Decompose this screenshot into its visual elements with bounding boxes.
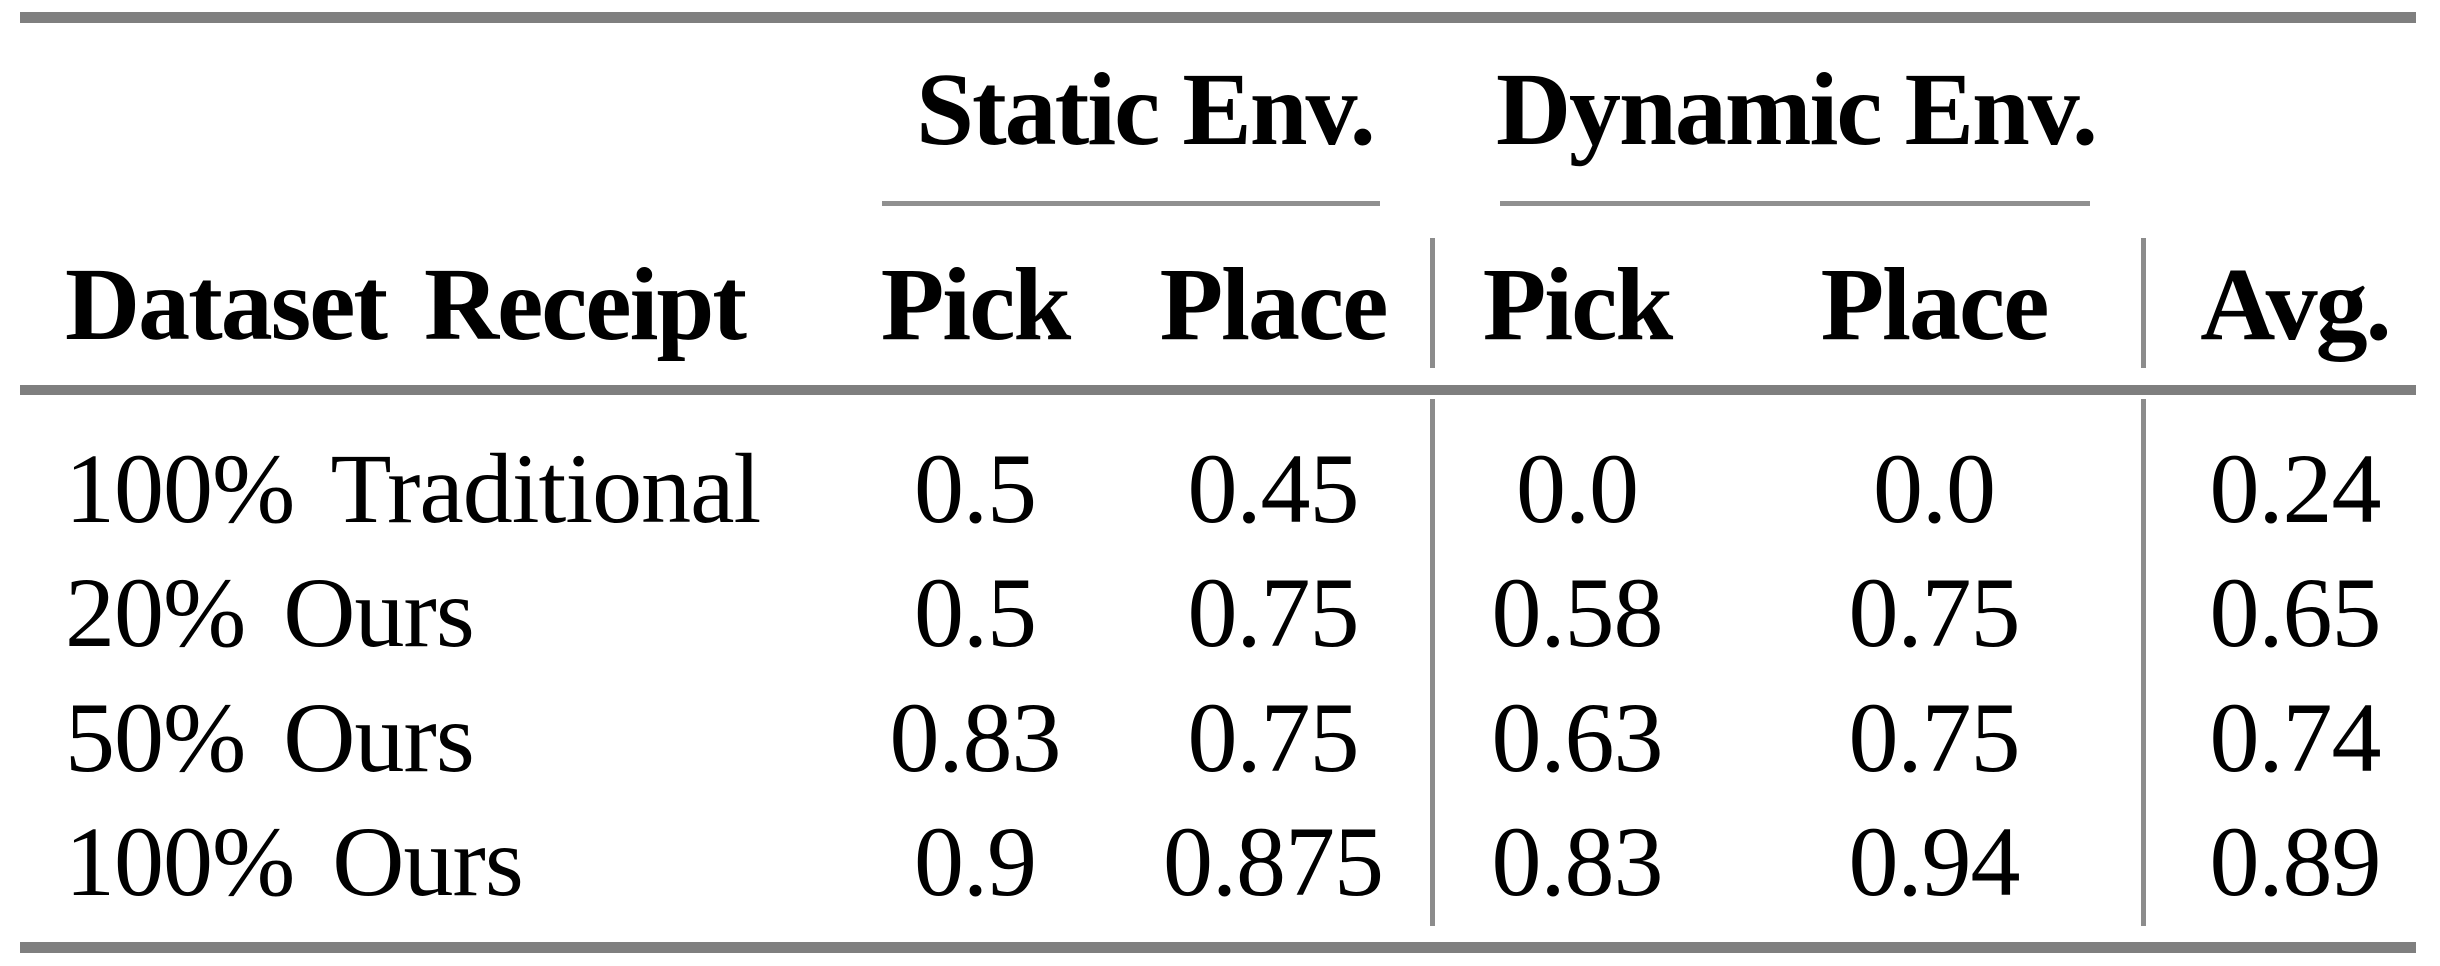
- cell-dynamic-pick: 0.83: [1491, 806, 1664, 917]
- vertical-separator-dynamic-avg-header: [2141, 238, 2146, 368]
- cell-avg: 0.24: [2209, 433, 2382, 544]
- cell-dataset-receipt: 50% Ours: [65, 682, 475, 793]
- column-header-avg: Avg.: [2200, 247, 2391, 362]
- vertical-separator-dynamic-avg-body: [2141, 399, 2146, 926]
- cell-static-pick: 0.9: [914, 806, 1037, 917]
- column-header-dataset-receipt: Dataset Receipt: [65, 247, 747, 362]
- table-bottom-rule: [20, 942, 2416, 953]
- column-group-header-static-env: Static Env.: [916, 52, 1376, 167]
- cell-static-pick: 0.5: [914, 557, 1037, 668]
- cell-static-pick: 0.5: [914, 433, 1037, 544]
- cell-dynamic-place: 0.75: [1848, 682, 2021, 793]
- cell-dynamic-pick: 0.63: [1491, 682, 1664, 793]
- cell-dynamic-pick: 0.0: [1516, 433, 1639, 544]
- cmidrule-dynamic-env: [1500, 201, 2090, 206]
- cell-dynamic-place: 0.0: [1873, 433, 1996, 544]
- cell-static-place: 0.45: [1187, 433, 1360, 544]
- cell-avg: 0.89: [2209, 806, 2382, 917]
- cell-dynamic-pick: 0.58: [1491, 557, 1664, 668]
- cell-static-place: 0.875: [1163, 806, 1384, 917]
- column-header-static-pick: Pick: [880, 247, 1071, 362]
- cell-avg: 0.74: [2209, 682, 2382, 793]
- cell-dataset-receipt: 100% Ours: [65, 806, 524, 917]
- vertical-separator-static-dynamic-header: [1430, 238, 1435, 368]
- cell-static-place: 0.75: [1187, 682, 1360, 793]
- table-mid-rule: [20, 385, 2416, 395]
- cell-dataset-receipt: 100% Traditional: [65, 433, 761, 544]
- cmidrule-static-env: [882, 201, 1380, 206]
- column-group-header-dynamic-env: Dynamic Env.: [1495, 52, 2098, 167]
- cell-avg: 0.65: [2209, 557, 2382, 668]
- cell-dataset-receipt: 20% Ours: [65, 557, 475, 668]
- cell-dynamic-place: 0.94: [1848, 806, 2021, 917]
- cell-dynamic-place: 0.75: [1848, 557, 2021, 668]
- column-header-dynamic-place: Place: [1820, 247, 2050, 362]
- cell-static-place: 0.75: [1187, 557, 1360, 668]
- column-header-dynamic-pick: Pick: [1482, 247, 1673, 362]
- table-top-rule: [20, 12, 2416, 23]
- vertical-separator-static-dynamic-body: [1430, 399, 1435, 926]
- cell-static-pick: 0.83: [889, 682, 1062, 793]
- column-header-static-place: Place: [1159, 247, 1389, 362]
